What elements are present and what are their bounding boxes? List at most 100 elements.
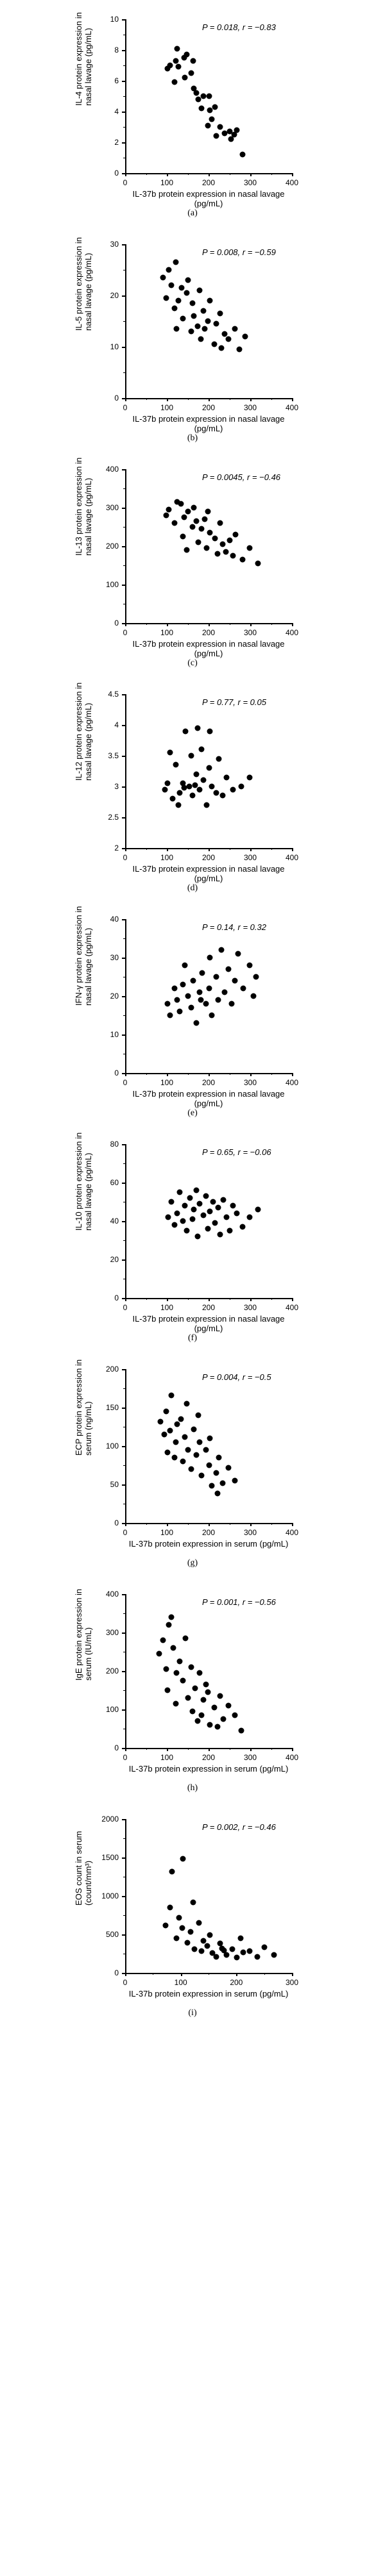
xtick-label: 200 [230,1978,243,1987]
data-point [206,94,212,99]
ytick-minor [123,1465,125,1466]
xtick [181,1973,182,1976]
data-point [174,1670,180,1676]
data-point [194,1234,200,1240]
stats-label: P = 0.001, r = −0.56 [202,1597,276,1607]
data-point [189,1217,195,1222]
xtick-label: 200 [202,1753,215,1762]
xtick [250,1523,252,1526]
xlabel: IL-37b protein expression in nasal lavag… [125,864,292,883]
data-point [166,267,172,273]
data-point [185,509,191,515]
xtick-label: 300 [244,1528,257,1537]
figure-a: 02468100100200300400IL-4 protein express… [6,6,379,219]
xtick [250,1298,252,1301]
data-point [209,1013,215,1018]
data-point [169,1199,175,1205]
plot-area [125,694,293,849]
xtick-label: 100 [160,853,173,862]
ytick-minor [123,1388,125,1389]
ytick-label: 0 [114,1518,119,1527]
xtick [292,1073,293,1076]
xtick-minor [271,1298,272,1300]
data-point [271,1952,277,1958]
data-point [243,334,248,340]
data-point [178,501,184,507]
ytick-label: 2 [114,138,119,147]
ytick-minor [123,372,125,373]
data-point [191,1426,197,1432]
xtick [236,1973,237,1976]
ylabel: IL-5 protein expression in nasal lavage … [74,312,93,331]
sublabel: (g) [6,1558,379,1568]
ytick-minor [123,127,125,128]
xtick [209,173,210,176]
xtick-label: 100 [160,1528,173,1537]
data-point [214,1491,220,1497]
stats-label: P = 0.004, r = −0.5 [202,1372,271,1382]
xtick-minor [188,173,189,175]
data-point [199,747,205,752]
data-point [185,993,191,999]
xtick-label: 200 [202,178,215,187]
xtick-minor [271,1073,272,1075]
data-point [184,290,190,296]
data-point [195,540,201,545]
xtick-label: 0 [123,1978,128,1987]
data-point [171,1222,177,1228]
data-point [177,1659,183,1665]
ytick-minor [123,1690,125,1691]
data-point [213,133,219,139]
ytick-label: 200 [106,542,119,551]
data-point [160,1638,166,1643]
data-point [184,547,190,553]
xtick-label: 0 [123,853,128,862]
data-point [169,283,175,288]
xtick-label: 200 [202,403,215,412]
xtick-label: 400 [286,1078,298,1087]
data-point [246,774,252,780]
data-point [178,285,184,291]
data-point [232,326,238,332]
ytick-label: 2000 [101,1815,119,1824]
xtick-label: 200 [202,853,215,862]
ytick-label: 4.5 [108,690,119,699]
data-point [175,46,180,51]
figure-i: 05001000150020000100200300EOS count in s… [6,1806,379,2018]
data-point [180,1678,185,1684]
data-point [251,993,257,999]
data-point [221,990,227,995]
xtick-label: 300 [244,403,257,412]
data-point [173,260,178,265]
data-point [175,997,180,1003]
xtick-label: 400 [286,1303,298,1312]
ytick [122,1446,125,1447]
data-point [180,1218,185,1224]
xtick-label: 200 [202,1303,215,1312]
ytick [122,112,125,113]
plot-i: 05001000150020000100200300EOS count in s… [74,1806,311,2005]
xtick-label: 0 [123,628,128,637]
data-point [213,321,219,327]
plot-area [125,1819,293,1974]
data-point [163,295,169,301]
plot-b: 01020300100200300400IL-5 protein express… [74,231,311,430]
data-point [191,313,197,319]
data-point [199,1472,205,1478]
ytick [122,50,125,51]
data-point [213,790,219,795]
data-point [194,1452,200,1458]
plot-area [125,1594,293,1749]
xtick-minor [264,1973,265,1975]
data-point [194,519,200,524]
xtick-label: 0 [123,1528,128,1537]
ytick-label: 80 [110,1140,119,1149]
xtick-minor [271,1748,272,1750]
data-point [191,1899,196,1905]
data-point [218,311,223,317]
ytick [122,19,125,21]
sublabel: (c) [6,658,379,669]
data-point [241,986,246,992]
data-point [191,978,196,984]
xtick [125,1973,126,1976]
